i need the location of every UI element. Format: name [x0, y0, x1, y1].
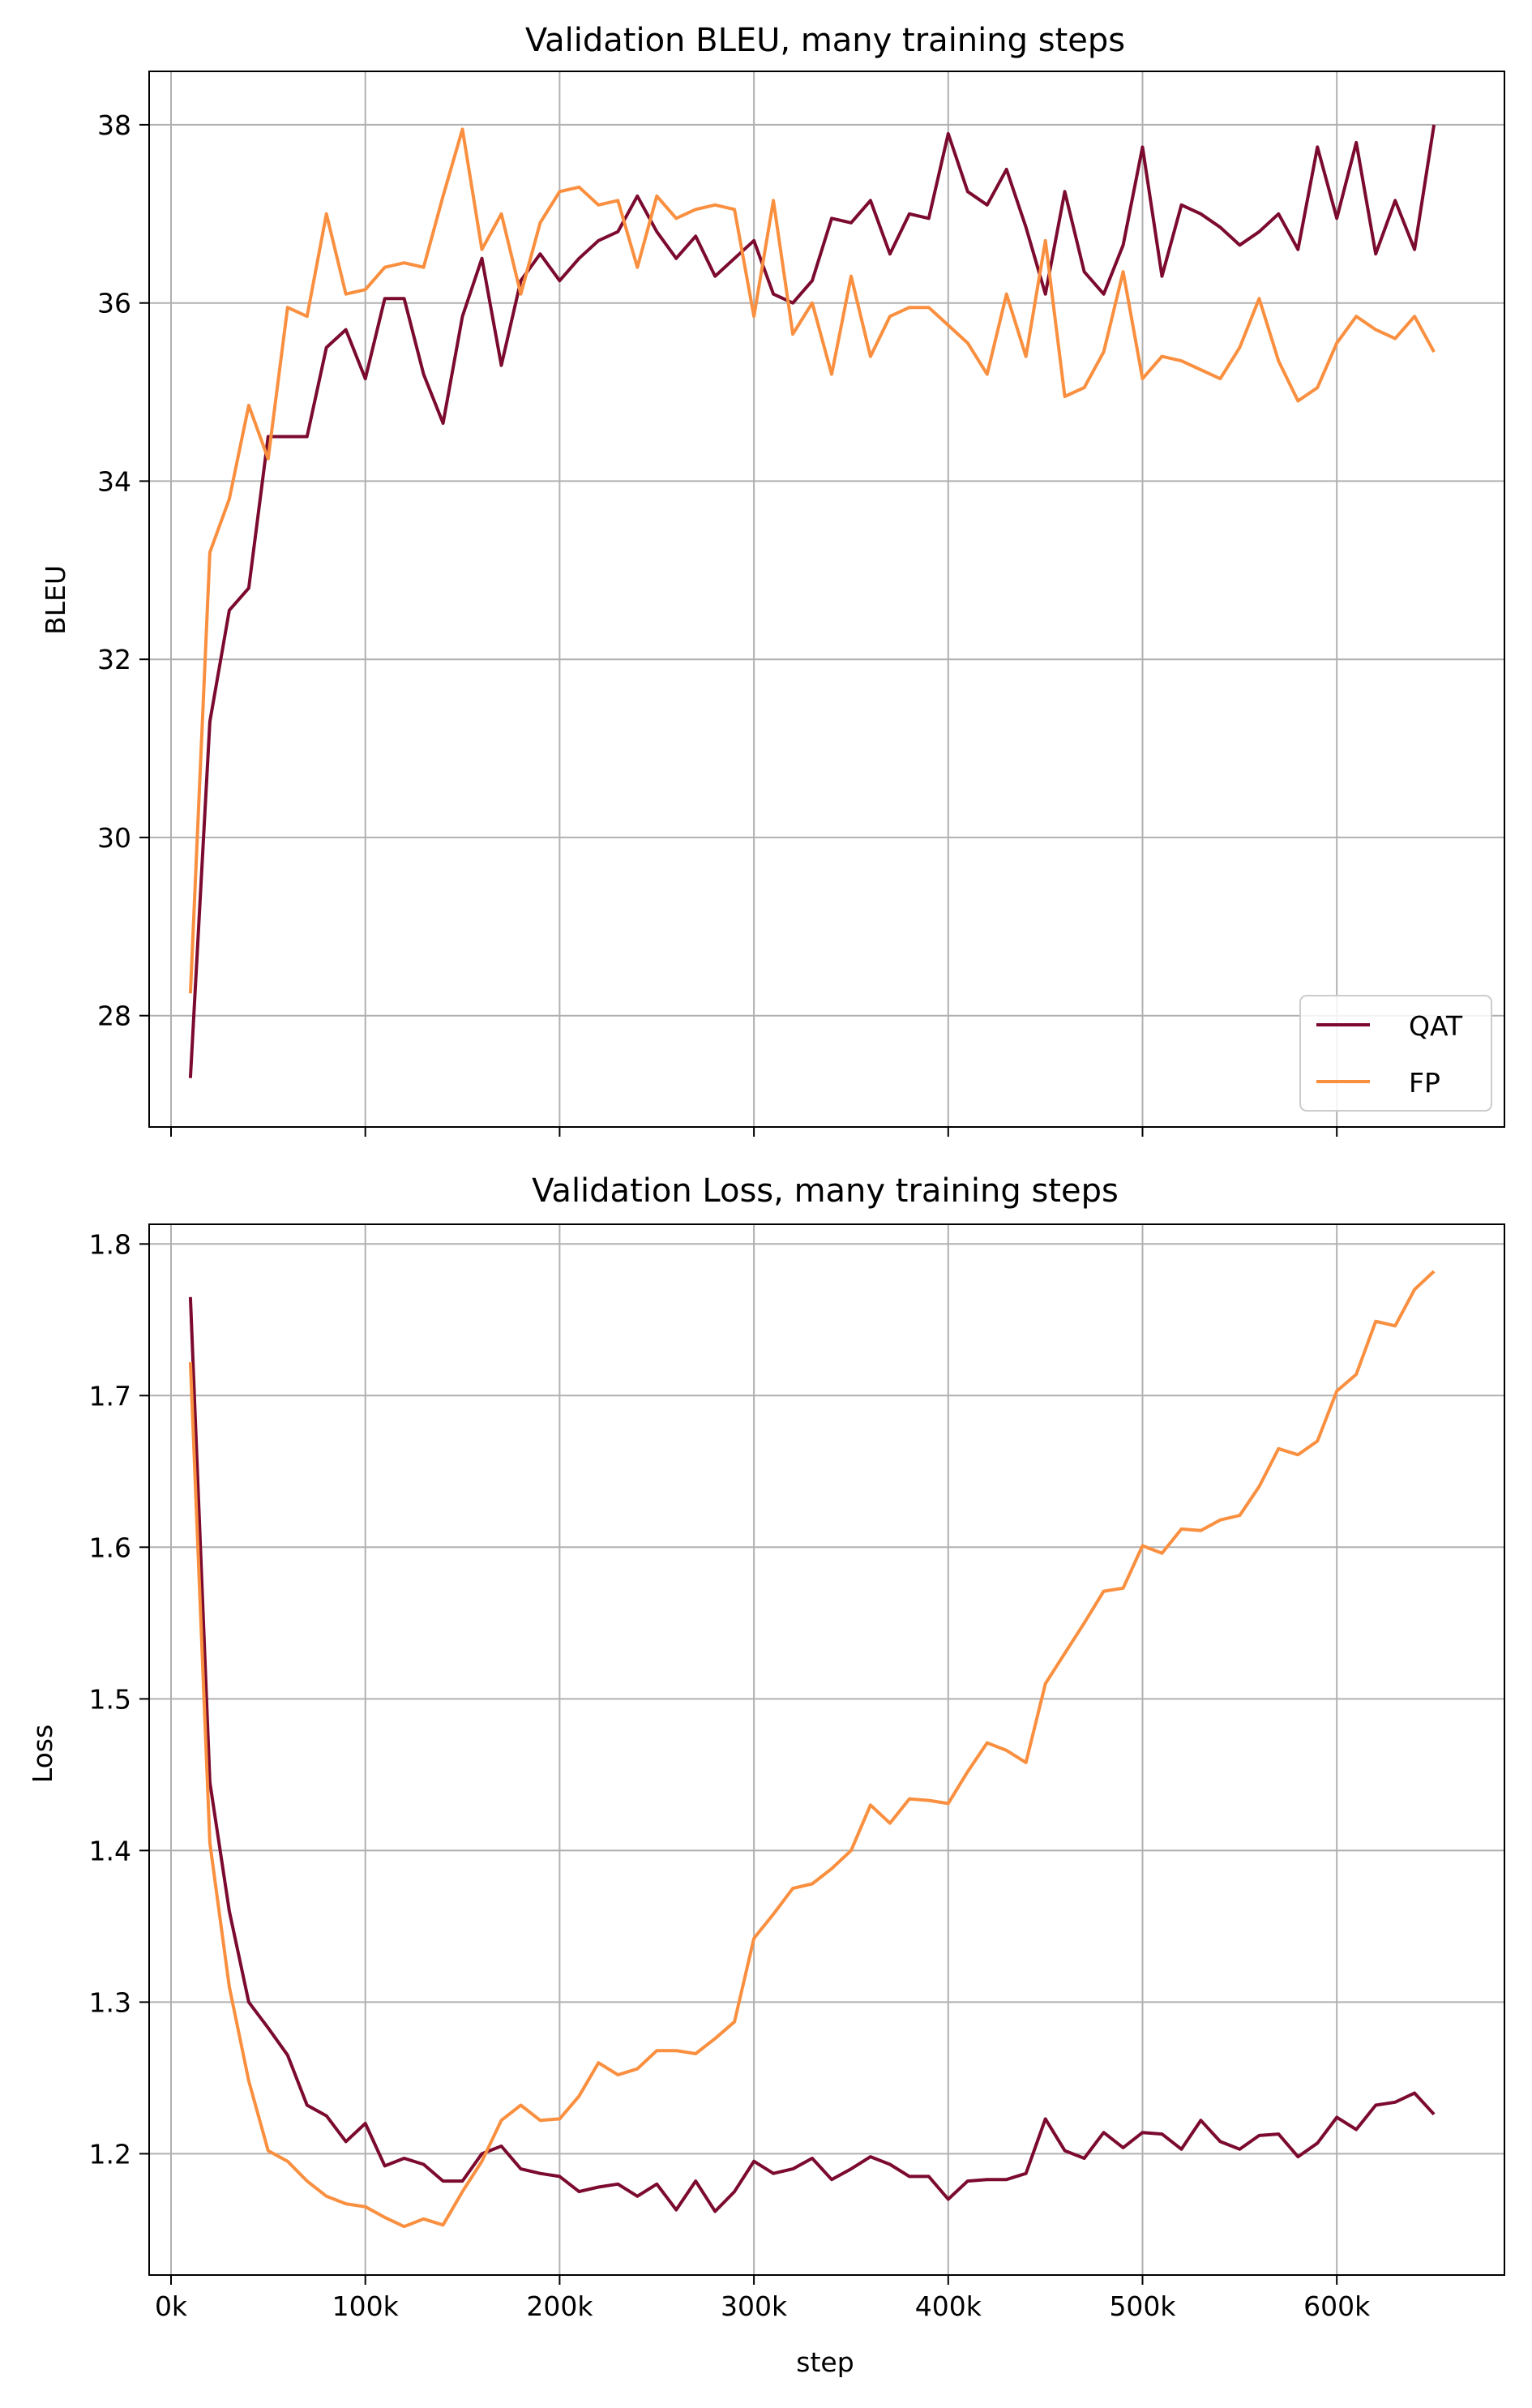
- x-tick-label: 100k: [332, 2290, 400, 2322]
- y-tick-label: 28: [97, 1000, 131, 1032]
- bleu-grid: [149, 71, 1504, 1127]
- y-tick-label: 1.2: [89, 2138, 131, 2170]
- loss-series-lines: [188, 1270, 1436, 2229]
- loss-y-axis-label: Loss: [27, 1725, 58, 1783]
- loss-chart-title: Validation Loss, many training steps: [532, 1172, 1119, 1210]
- loss-axis-ticks: 0k 100k 200k 300k 400k 500k 600k 1.2 1.3 1.4 1.5 1.…: [89, 1228, 1372, 2322]
- x-tick-label: 500k: [1109, 2290, 1176, 2322]
- y-tick-label: 38: [97, 109, 131, 141]
- y-tick-label: 36: [97, 288, 131, 319]
- y-tick-label: 1.4: [89, 1835, 131, 1866]
- y-tick-label: 1.5: [89, 1683, 131, 1715]
- y-tick-label: 1.8: [89, 1228, 131, 1260]
- series-line-qat: [188, 124, 1436, 1078]
- loss-x-axis-label: step: [796, 2346, 854, 2378]
- y-tick-label: 32: [97, 644, 131, 675]
- x-tick-label: 600k: [1303, 2290, 1371, 2322]
- series-line-qat: [188, 1296, 1436, 2213]
- loss-chart: Validation Loss, many training steps Los…: [27, 1172, 1505, 2378]
- bleu-chart: Validation BLEU, many training steps BLE…: [40, 22, 1505, 1137]
- bleu-plot-frame: [148, 71, 1505, 1128]
- bleu-y-axis-label: BLEU: [40, 565, 71, 635]
- x-tick-label: 400k: [915, 2290, 982, 2322]
- series-line-fp: [188, 127, 1436, 994]
- y-tick-label: 1.6: [89, 1532, 131, 1563]
- bleu-series-lines: [188, 124, 1436, 1078]
- y-tick-label: 1.7: [89, 1380, 131, 1412]
- y-tick-label: 34: [97, 465, 131, 497]
- x-tick-label: 0k: [155, 2290, 188, 2322]
- legend-qat-label: QAT: [1409, 1010, 1463, 1042]
- y-tick-label: 1.3: [89, 1986, 131, 2018]
- loss-plot-frame: [148, 1223, 1505, 2276]
- bleu-chart-title: Validation BLEU, many training steps: [525, 22, 1125, 59]
- loss-grid: [149, 1224, 1504, 2275]
- legend-fp-label: FP: [1409, 1067, 1440, 1099]
- series-line-fp: [188, 1270, 1436, 2229]
- bleu-legend: QAT FP: [1299, 995, 1492, 1112]
- legend-box: [1299, 995, 1492, 1112]
- bleu-axis-ticks: 28 30 32 34 36 38: [97, 109, 1338, 1137]
- x-tick-label: 300k: [721, 2290, 788, 2322]
- y-tick-label: 30: [97, 822, 131, 854]
- x-tick-label: 200k: [526, 2290, 593, 2322]
